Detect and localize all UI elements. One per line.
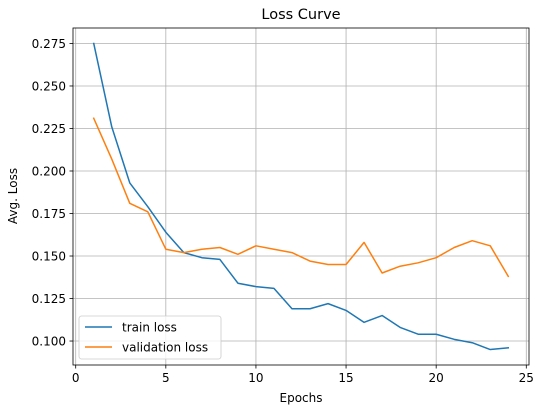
y-tick-label: 0.225	[32, 122, 66, 136]
x-tick-label: 5	[162, 371, 170, 385]
x-tick-label: 15	[338, 371, 353, 385]
series-line-validation-loss	[92, 117, 510, 278]
legend-label: validation loss	[122, 340, 208, 354]
y-axis-label: Avg. Loss	[6, 168, 20, 224]
y-tick-label: 0.250	[32, 79, 66, 93]
x-tick-label: 25	[519, 371, 534, 385]
legend-box	[78, 315, 222, 360]
series-lines	[92, 42, 510, 351]
y-tick-label: 0.275	[32, 37, 66, 51]
axis-ticks: 0 5 10 15 20 25 0.100 0.125 0.150 0.175 0.200 0.225…	[32, 37, 534, 385]
legend-label: train loss	[122, 320, 177, 334]
y-tick-label: 0.150	[32, 249, 66, 263]
x-tick-label: 0	[72, 371, 80, 385]
x-axis-label: Epochs	[280, 391, 323, 405]
y-tick-label: 0.175	[32, 207, 66, 221]
grid-lines	[73, 28, 529, 365]
legend: train loss validation loss	[78, 315, 222, 360]
plot-area-frame	[72, 27, 530, 366]
chart-title: Loss Curve	[261, 7, 340, 23]
series-line-train-loss	[92, 42, 510, 351]
x-tick-label: 10	[248, 371, 263, 385]
y-tick-label: 0.200	[32, 164, 66, 178]
y-tick-label: 0.100	[32, 334, 66, 348]
y-tick-label: 0.125	[32, 292, 66, 306]
x-tick-label: 20	[429, 371, 444, 385]
